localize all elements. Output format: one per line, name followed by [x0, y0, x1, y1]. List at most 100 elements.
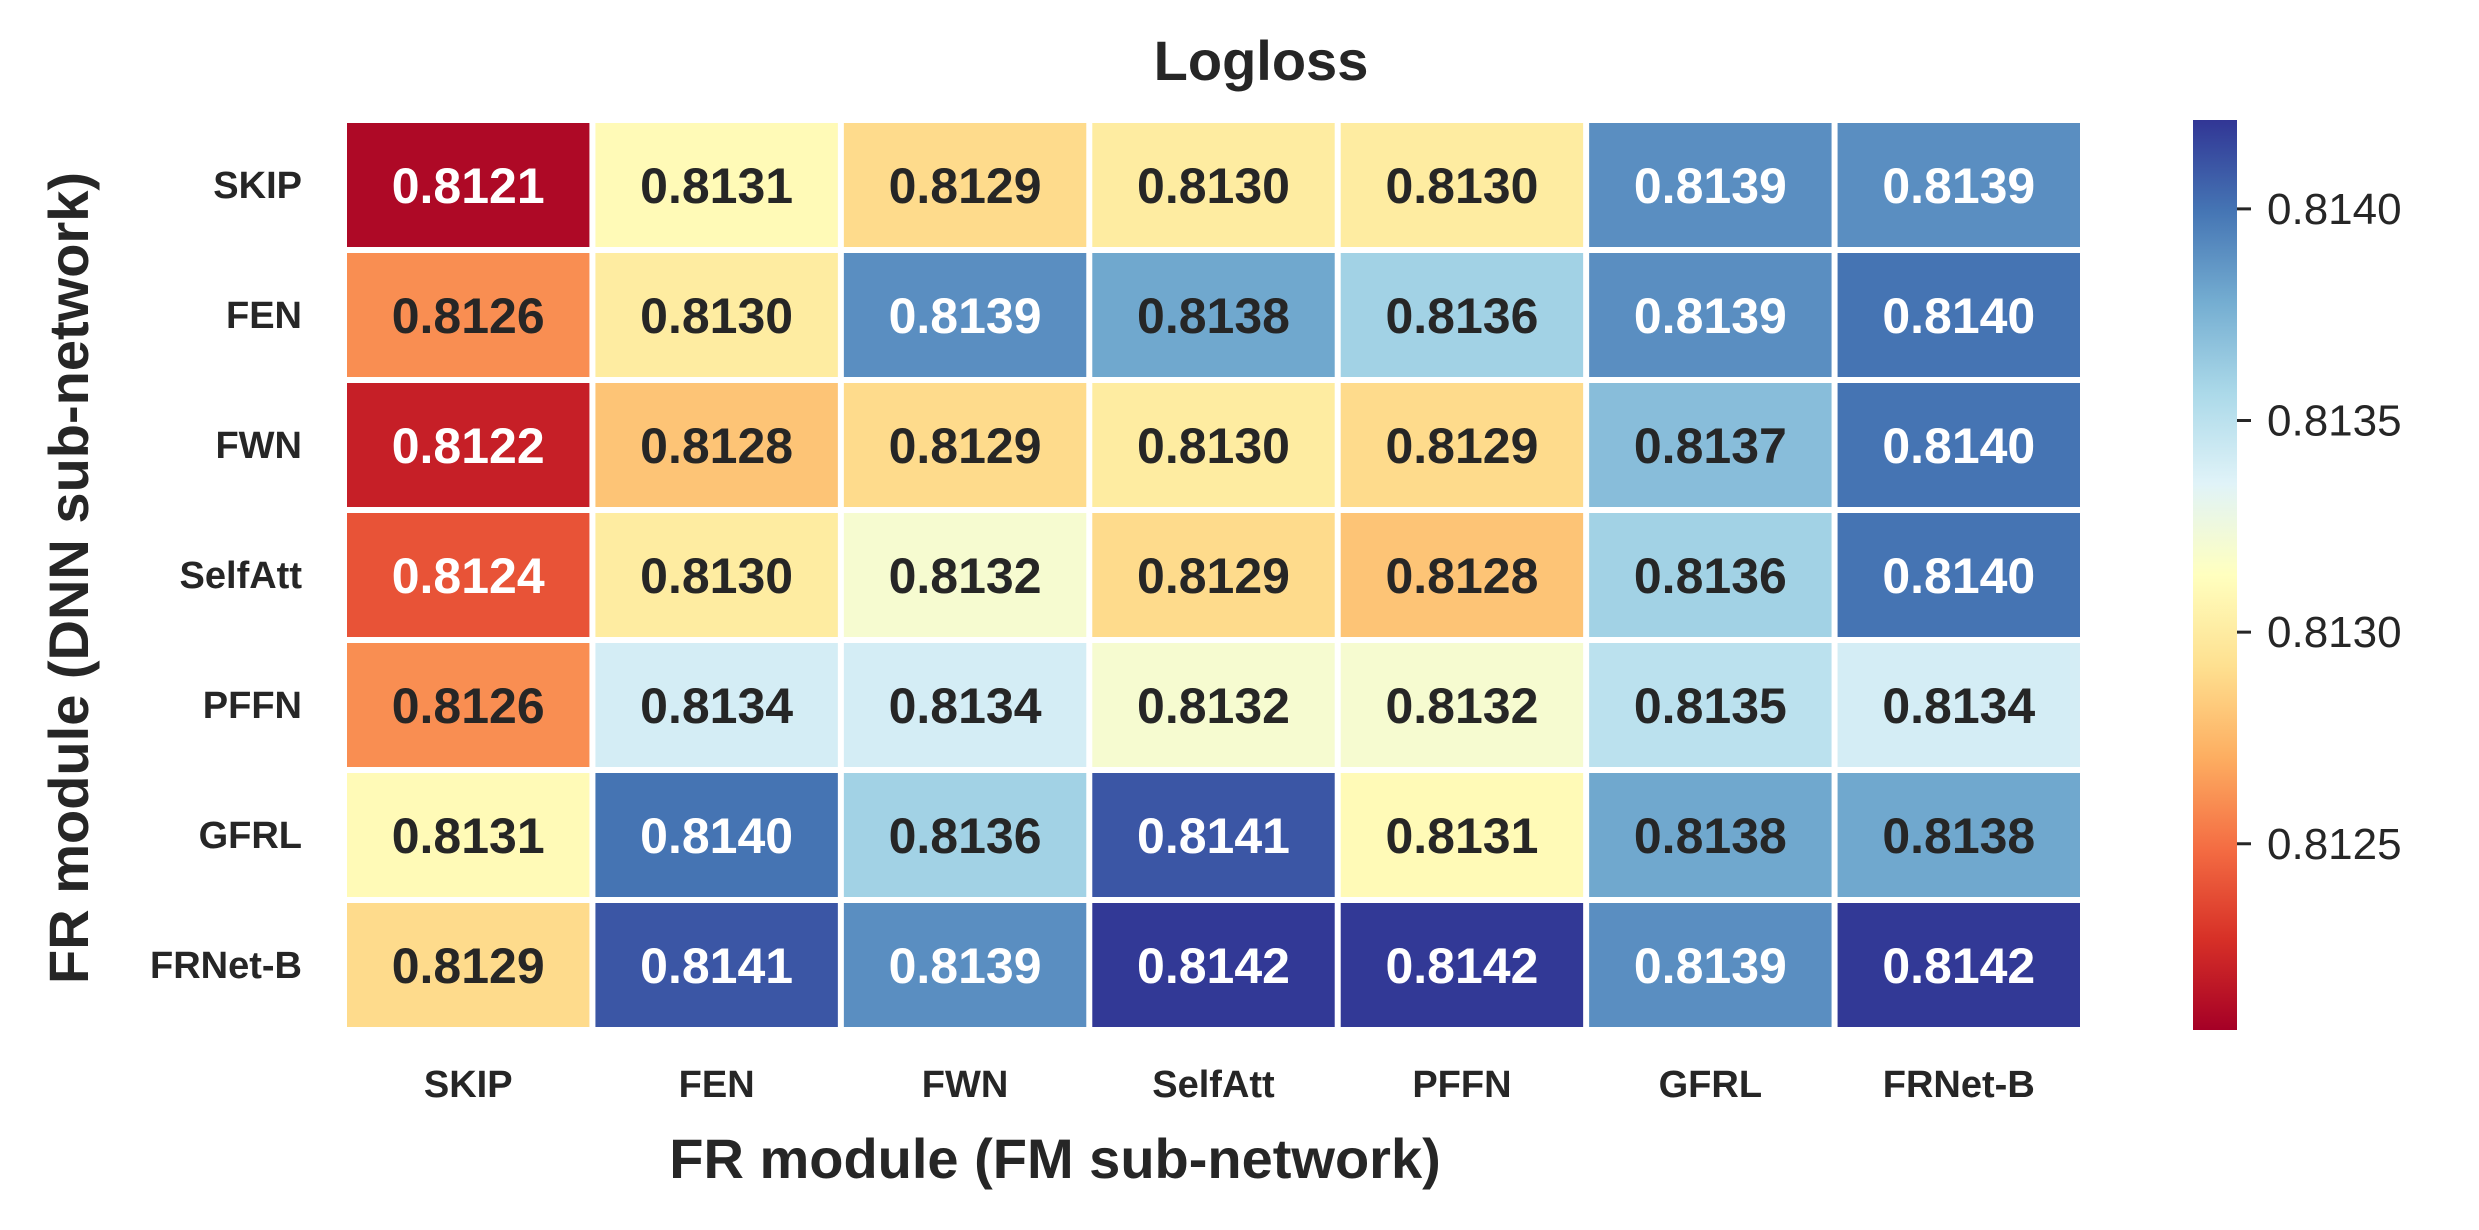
heatmap-cell [843, 123, 1087, 247]
cell-value-label: 0.8140 [1882, 288, 2035, 344]
cell-value-label: 0.8141 [640, 938, 793, 994]
colorbar-tick-label: 0.8130 [2267, 608, 2402, 657]
cell-value-label: 0.8142 [1137, 938, 1290, 994]
heatmap-cell [1340, 123, 1584, 247]
y-tick-label: FWN [215, 425, 302, 467]
heatmap-cell [1340, 513, 1584, 637]
cell-value-label: 0.8121 [392, 158, 545, 214]
cell-value-label: 0.8138 [1882, 808, 2035, 864]
cell-value-label: 0.8128 [640, 418, 793, 474]
colorbar-tick-label: 0.8135 [2267, 397, 2402, 446]
cell-value-label: 0.8139 [889, 938, 1042, 994]
cell-value-label: 0.8139 [889, 288, 1042, 344]
heatmap-cell [1589, 903, 1832, 1027]
cell-value-label: 0.8135 [1634, 678, 1787, 734]
heatmap-cell [1589, 513, 1832, 637]
heatmap-cell [347, 123, 590, 247]
heatmap-cell [595, 123, 838, 247]
cell-value-label: 0.8140 [1882, 418, 2035, 474]
cell-value-label: 0.8126 [392, 288, 545, 344]
cell-value-label: 0.8139 [1634, 938, 1787, 994]
cell-value-label: 0.8140 [1882, 548, 2035, 604]
cell-value-label: 0.8122 [392, 418, 545, 474]
heatmap-cell [347, 383, 590, 507]
x-tick-labels: SKIP FEN FWN SelfAtt PFFN GFRL FRNet-B [424, 1064, 2035, 1106]
cell-value-label: 0.8136 [889, 808, 1042, 864]
cell-value-label: 0.8130 [1385, 158, 1538, 214]
heatmap-cell [1092, 903, 1335, 1027]
cell-value-label: 0.8134 [640, 678, 793, 734]
cell-value-label: 0.8136 [1634, 548, 1787, 604]
heatmap-cell [1340, 903, 1584, 1027]
heatmap-cell [1837, 383, 2080, 507]
heatmap-cell [1092, 643, 1335, 767]
x-tick-label: FWN [922, 1064, 1009, 1106]
heatmap-cell [595, 643, 838, 767]
heatmap-cell [843, 253, 1087, 377]
heatmap-cell [843, 513, 1087, 637]
heatmap-cell [1092, 123, 1335, 247]
cell-value-label: 0.8139 [1634, 288, 1787, 344]
cell-value-label: 0.8131 [1385, 808, 1538, 864]
heatmap-cell [595, 383, 838, 507]
heatmap-cell [1837, 253, 2080, 377]
heatmap-cell [1837, 773, 2080, 897]
colorbar-ticks: 0.8125 0.8130 0.8135 0.8140 [2237, 185, 2402, 869]
x-tick-label: PFFN [1412, 1064, 1511, 1106]
cell-value-label: 0.8142 [1385, 938, 1538, 994]
heatmap-cell [1092, 383, 1335, 507]
x-tick-label: FRNet-B [1883, 1064, 2035, 1106]
heatmap-cell [843, 903, 1087, 1027]
heatmap-cell [1589, 123, 1832, 247]
heatmap-cell [1340, 253, 1584, 377]
cell-value-label: 0.8129 [889, 158, 1042, 214]
y-tick-labels: SKIP FEN FWN SelfAtt PFFN GFRL FRNet-B [150, 165, 302, 987]
heatmap-cell [347, 903, 590, 1027]
heatmap-cell [1589, 773, 1832, 897]
heatmap-cell [1340, 383, 1584, 507]
colorbar [2193, 120, 2237, 1030]
cell-value-label: 0.8141 [1137, 808, 1290, 864]
cell-value-label: 0.8142 [1882, 938, 2035, 994]
cell-value-label: 0.8126 [392, 678, 545, 734]
cell-value-label: 0.8129 [1385, 418, 1538, 474]
cell-value-label: 0.8131 [640, 158, 793, 214]
heatmap-cell [843, 383, 1087, 507]
x-tick-label: GFRL [1659, 1064, 1762, 1106]
x-axis-label: FR module (FM sub-network) [669, 1127, 1441, 1190]
heatmap-cell [1589, 253, 1832, 377]
heatmap-cell [1340, 773, 1584, 897]
heatmap-cell [1092, 773, 1335, 897]
heatmap-cell [843, 773, 1087, 897]
y-tick-label: FRNet-B [150, 945, 302, 987]
cell-value-label: 0.8130 [640, 288, 793, 344]
heatmap-cell [347, 253, 590, 377]
heatmap-cell [347, 643, 590, 767]
x-tick-label: SelfAtt [1152, 1064, 1275, 1106]
cell-value-label: 0.8137 [1634, 418, 1787, 474]
cell-value-label: 0.8132 [1137, 678, 1290, 734]
heatmap-cell [595, 773, 838, 897]
x-tick-label: SKIP [424, 1064, 513, 1106]
cell-value-labels: 0.8121 0.8131 0.8129 0.8130 0.8130 0.8139 0.81… [392, 158, 2036, 994]
heatmap-cell [595, 903, 838, 1027]
y-tick-label: FEN [226, 295, 302, 337]
heatmap-cell [843, 643, 1087, 767]
heatmap-cell [1092, 513, 1335, 637]
y-axis-label: FR module (DNN sub-network) [37, 172, 100, 984]
y-tick-label: PFFN [203, 685, 302, 727]
cell-value-label: 0.8139 [1882, 158, 2035, 214]
cell-value-label: 0.8130 [1137, 158, 1290, 214]
cell-value-label: 0.8130 [640, 548, 793, 604]
cell-value-label: 0.8138 [1137, 288, 1290, 344]
heatmap-cell [1837, 643, 2080, 767]
y-tick-label: SelfAtt [180, 555, 303, 597]
heatmap-cell [1837, 903, 2080, 1027]
cell-value-label: 0.8136 [1385, 288, 1538, 344]
cell-value-label: 0.8132 [889, 548, 1042, 604]
heatmap-cell [1092, 253, 1335, 377]
heatmap-cell [1340, 643, 1584, 767]
heatmap-cell [1837, 513, 2080, 637]
heatmap-cell [1837, 123, 2080, 247]
